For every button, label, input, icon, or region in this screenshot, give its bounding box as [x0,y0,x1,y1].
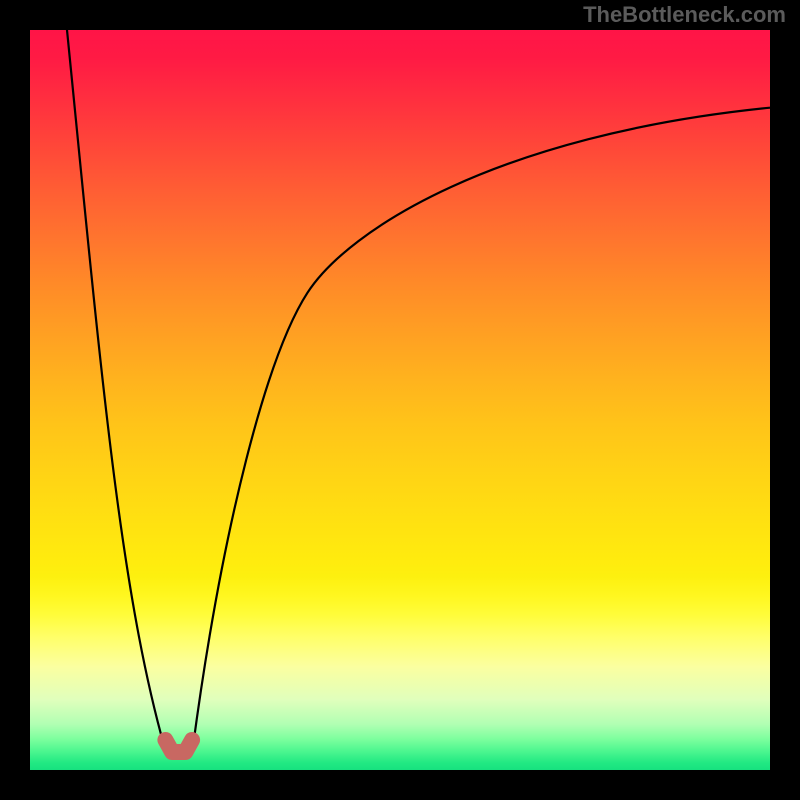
plot-area [30,30,770,770]
watermark-text: TheBottleneck.com [583,2,786,28]
chart-svg [30,30,770,770]
chart-container: TheBottleneck.com [0,0,800,800]
